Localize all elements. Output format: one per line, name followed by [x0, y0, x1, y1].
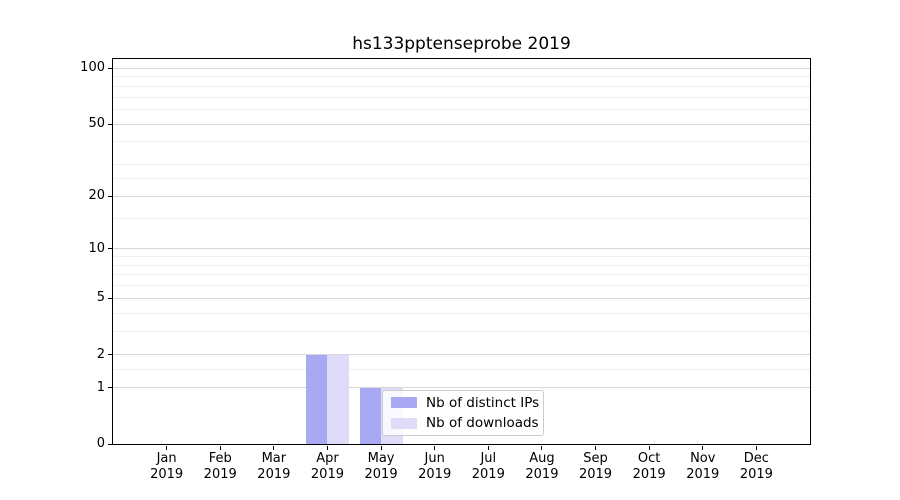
x-tick-mark: [219, 445, 221, 450]
y-tick-mark: [108, 297, 113, 299]
x-tick-label: May 2019: [364, 451, 398, 482]
legend-swatch-downloads: [391, 417, 417, 429]
x-tick-mark: [702, 445, 704, 450]
gridline-major: [113, 123, 810, 125]
gridline-minor: [113, 96, 810, 98]
legend-swatch-distinct-ips: [391, 397, 417, 409]
x-tick-label: Jul 2019: [471, 451, 505, 482]
x-tick-mark: [326, 445, 328, 450]
gridline-minor: [113, 264, 810, 266]
x-tick-mark: [380, 445, 382, 450]
gridline-minor: [113, 85, 810, 87]
y-tick-mark: [108, 443, 113, 445]
legend: Nb of distinct IPs Nb of downloads: [382, 390, 544, 436]
gridline-major: [113, 354, 810, 356]
gridline-minor: [113, 274, 810, 276]
gridline-minor: [113, 76, 810, 78]
y-tick-mark: [108, 67, 113, 69]
x-tick-label: Oct 2019: [632, 451, 666, 482]
gridline-minor: [113, 178, 810, 180]
y-tick-label: 20: [88, 188, 105, 204]
x-tick-label: Sep 2019: [578, 451, 613, 482]
x-tick-mark: [755, 445, 757, 450]
gridline-major: [113, 67, 810, 69]
x-tick-mark: [648, 445, 650, 450]
legend-item-distinct-ips: Nb of distinct IPs: [383, 394, 543, 411]
gridline-minor: [113, 141, 810, 143]
y-tick-mark: [108, 195, 113, 197]
plot-frame: [112, 58, 811, 445]
x-tick-label: Jan 2019: [150, 451, 184, 482]
x-tick-label: Aug 2019: [525, 451, 559, 482]
bar-downloads: [327, 354, 349, 444]
x-tick-mark: [541, 445, 543, 450]
y-tick-label: 5: [96, 290, 105, 306]
bar-distinct-ips: [359, 387, 382, 444]
y-tick-mark: [108, 248, 113, 250]
y-tick-label: 1: [96, 379, 105, 395]
x-tick-mark: [595, 445, 597, 450]
gridline-minor: [113, 164, 810, 166]
x-tick-mark: [434, 445, 436, 450]
gridline-minor: [113, 330, 810, 332]
x-tick-mark: [487, 445, 489, 450]
y-tick-label: 50: [88, 116, 105, 132]
x-tick-mark: [273, 445, 275, 450]
bar-distinct-ips: [305, 354, 328, 444]
gridline-major: [113, 195, 810, 197]
y-tick-mark: [108, 387, 113, 389]
y-tick-label: 10: [88, 240, 105, 256]
x-tick-label: Mar 2019: [257, 451, 291, 482]
x-tick-mark: [166, 445, 168, 450]
gridline-minor: [113, 368, 810, 370]
y-tick-mark: [108, 354, 113, 356]
x-tick-label: Apr 2019: [310, 451, 344, 482]
gridline-minor: [113, 285, 810, 287]
gridline-major: [113, 297, 810, 299]
x-tick-label: Dec 2019: [739, 451, 773, 482]
x-tick-label: Feb 2019: [203, 451, 237, 482]
legend-label-distinct-ips: Nb of distinct IPs: [426, 394, 540, 411]
y-tick-label: 100: [80, 60, 105, 76]
y-tick-label: 2: [96, 346, 105, 362]
y-tick-mark: [108, 123, 113, 125]
y-tick-label: 0: [96, 436, 105, 451]
legend-item-downloads: Nb of downloads: [383, 415, 543, 432]
gridline-minor: [113, 108, 810, 110]
gridline-minor: [113, 256, 810, 258]
gridline-major: [113, 387, 810, 389]
legend-label-downloads: Nb of downloads: [426, 415, 539, 432]
gridline-minor: [113, 312, 810, 314]
chart-title: hs133pptenseprobe 2019: [352, 34, 571, 54]
plot-area: [113, 60, 810, 444]
gridline-major: [113, 248, 810, 250]
x-tick-label: Nov 2019: [686, 451, 720, 482]
gridline-minor: [113, 217, 810, 219]
x-tick-label: Jun 2019: [418, 451, 452, 482]
